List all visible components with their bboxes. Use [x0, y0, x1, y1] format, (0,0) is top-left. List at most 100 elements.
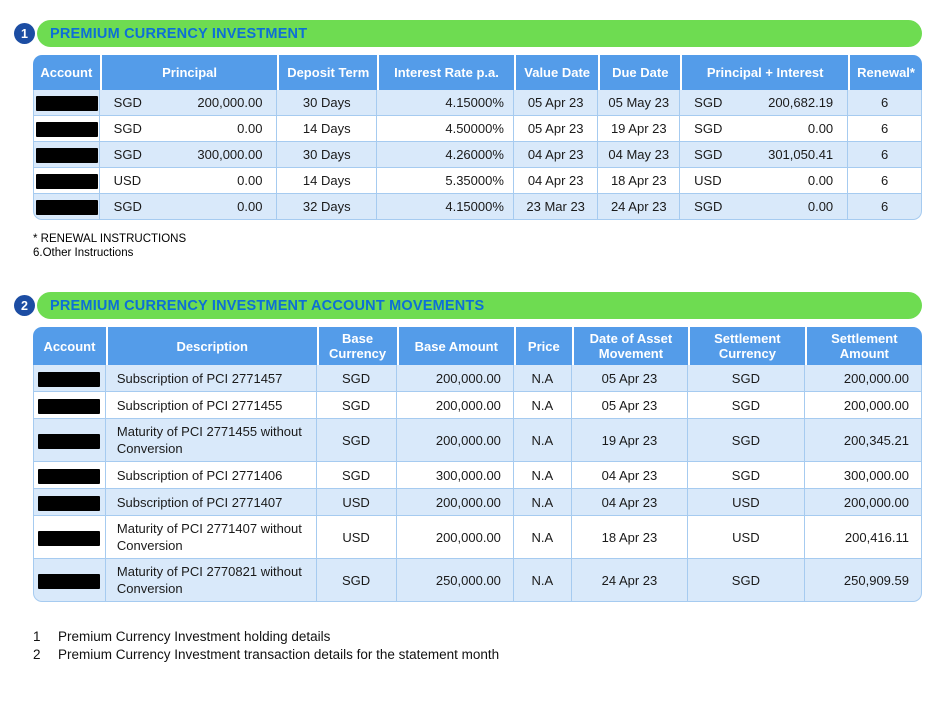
section-title-bar: PREMIUM CURRENCY INVESTMENT ACCOUNT MOVE…	[37, 292, 922, 320]
legend-item: 2 Premium Currency Investment transactio…	[33, 646, 922, 664]
cell-value-date: 05 Apr 23	[513, 90, 599, 117]
redacted-account	[38, 530, 101, 546]
cell-value-date: 23 Mar 23	[513, 194, 599, 221]
cell-base-ccy: SGD	[316, 419, 397, 463]
table-row: SGD 300,000.00 30 Days 4.26000% 04 Apr 23 04 …	[33, 142, 922, 169]
table-row: Subscription of PCI 2771457 SGD 200,000.00…	[33, 365, 922, 393]
amount-cell: SGD 0.00	[99, 194, 278, 221]
amount-value: 0.00	[237, 199, 263, 215]
cell-settle-amt: 200,345.21	[804, 419, 922, 463]
cell-description: Subscription of PCI 2771455	[105, 392, 317, 420]
account-cell	[33, 142, 100, 169]
account-cell	[33, 194, 100, 221]
legend-text: Premium Currency Investment holding deta…	[58, 629, 331, 645]
column-header: Base Amount	[396, 327, 514, 366]
cell-base-amt: 200,000.00	[396, 419, 514, 463]
amount-value: 300,000.00	[197, 147, 263, 163]
account-cell	[33, 392, 106, 420]
pci-holdings-section: 1 PREMIUM CURRENCY INVESTMENT Account Pri…	[14, 20, 922, 260]
redacted-account	[38, 398, 101, 414]
currency-code: SGD	[113, 147, 142, 163]
renewal-footnotes: * RENEWAL INSTRUCTIONS 6.Other Instructi…	[33, 232, 922, 260]
cell-settle-ccy: SGD	[688, 392, 805, 420]
amount-cell: USD 0.00	[680, 168, 849, 195]
cell-price: N.A	[513, 489, 572, 517]
cell-value-date: 04 Apr 23	[513, 142, 599, 169]
section-number-badge: 2	[14, 295, 35, 317]
cell-settle-amt: 200,000.00	[804, 365, 922, 393]
cell-description: Subscription of PCI 2771407	[105, 489, 317, 517]
cell-date: 05 Apr 23	[571, 392, 689, 420]
amount-value: 200,682.19	[768, 95, 834, 111]
table-row: Maturity of PCI 2771455 without Conversi…	[33, 419, 922, 463]
currency-code: SGD	[694, 147, 723, 163]
currency-code: USD	[694, 173, 722, 189]
redacted-account	[36, 200, 98, 216]
cell-settle-ccy: SGD	[688, 462, 805, 490]
column-header: Settlement Amount	[804, 327, 922, 366]
account-cell	[33, 489, 106, 517]
cell-value-date: 05 Apr 23	[513, 116, 599, 143]
column-header: Price	[513, 327, 572, 366]
cell-base-amt: 300,000.00	[396, 462, 514, 490]
table-row: Subscription of PCI 2771407 USD 200,000.00…	[33, 489, 922, 517]
table-row: SGD 200,000.00 30 Days 4.15000% 05 Apr 23 05 …	[33, 90, 922, 117]
redacted-account	[38, 433, 101, 449]
redacted-account	[36, 148, 98, 164]
cell-rate: 5.35000%	[377, 168, 514, 195]
redacted-account	[36, 174, 98, 190]
legend-text: Premium Currency Investment transaction …	[58, 646, 500, 662]
cell-renewal: 6	[848, 142, 922, 169]
table-row: Subscription of PCI 2771406 SGD 300,000.00…	[33, 462, 922, 490]
cell-renewal: 6	[848, 116, 922, 143]
cell-term: 30 Days	[277, 142, 378, 169]
amount-value: 0.00	[237, 173, 263, 189]
cell-due-date: 19 Apr 23	[598, 116, 681, 143]
legend-item: 1 Premium Currency Investment holding de…	[33, 628, 922, 646]
cell-base-ccy: SGD	[316, 365, 397, 393]
cell-term: 32 Days	[277, 194, 378, 221]
amount-value: 0.00	[237, 121, 263, 137]
table-header-row: Account Principal Deposit Term Interest Rat…	[33, 55, 922, 90]
cell-due-date: 18 Apr 23	[598, 168, 681, 195]
cell-base-amt: 200,000.00	[396, 516, 514, 560]
cell-base-amt: 200,000.00	[396, 392, 514, 420]
table-row: USD 0.00 14 Days 5.35000% 04 Apr 23 18 Apr 23…	[33, 168, 922, 195]
cell-price: N.A	[513, 462, 572, 490]
section-number-badge: 1	[14, 23, 35, 44]
cell-due-date: 05 May 23	[598, 90, 681, 117]
column-header: Renewal*	[848, 55, 922, 90]
section-legend: 1 Premium Currency Investment holding de…	[33, 628, 922, 663]
amount-cell: SGD 0.00	[99, 116, 278, 143]
cell-description: Maturity of PCI 2771455 without Conversi…	[105, 419, 317, 463]
column-header: Account	[33, 327, 106, 366]
cell-price: N.A	[513, 392, 572, 420]
amount-value: 200,000.00	[197, 95, 263, 111]
currency-code: SGD	[694, 121, 723, 137]
amount-cell: SGD 200,682.19	[680, 90, 849, 117]
account-cell	[33, 419, 106, 463]
amount-cell: SGD 0.00	[680, 194, 849, 221]
redacted-account	[38, 468, 101, 484]
cell-description: Maturity of PCI 2770821 without Conversi…	[105, 559, 317, 603]
account-cell	[33, 462, 106, 490]
redacted-account	[38, 573, 101, 589]
amount-value: 0.00	[807, 173, 834, 189]
column-header: Value Date	[513, 55, 599, 90]
cell-description: Subscription of PCI 2771457	[105, 365, 317, 393]
section-title: PREMIUM CURRENCY INVESTMENT	[50, 25, 308, 42]
amount-cell: SGD 300,000.00	[99, 142, 278, 169]
cell-rate: 4.26000%	[377, 142, 514, 169]
cell-value-date: 04 Apr 23	[513, 168, 599, 195]
table-row: SGD 0.00 32 Days 4.15000% 23 Mar 23 24 Apr 23…	[33, 194, 922, 221]
cell-price: N.A	[513, 365, 572, 393]
table-row: Maturity of PCI 2770821 without Conversi…	[33, 559, 922, 603]
cell-settle-amt: 250,909.59	[804, 559, 922, 603]
currency-code: SGD	[113, 95, 142, 111]
amount-value: 0.00	[807, 199, 834, 215]
renewal-instructions-label: * RENEWAL INSTRUCTIONS	[33, 233, 187, 246]
column-header: Interest Rate p.a.	[377, 55, 514, 90]
cell-term: 14 Days	[277, 168, 378, 195]
legend-number: 2	[33, 646, 41, 662]
